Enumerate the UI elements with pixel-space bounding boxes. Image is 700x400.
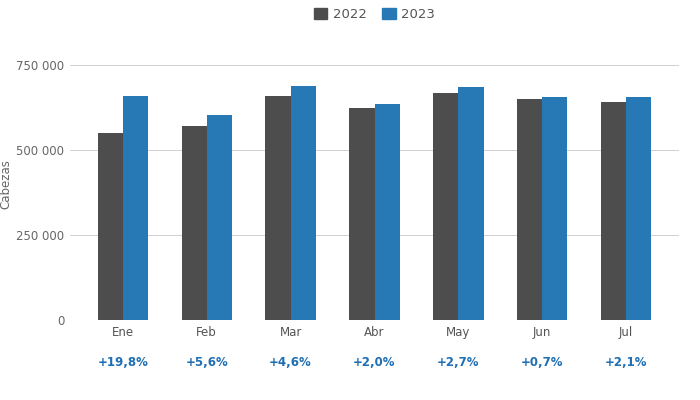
Text: +19,8%: +19,8% <box>97 356 148 369</box>
Bar <box>626 98 651 320</box>
Bar <box>98 133 122 320</box>
Bar <box>122 96 148 320</box>
Bar <box>601 102 626 320</box>
Bar <box>265 96 290 320</box>
Text: +0,7%: +0,7% <box>521 356 564 369</box>
Y-axis label: Cabezas: Cabezas <box>0 159 12 209</box>
Bar <box>542 97 568 320</box>
Bar <box>458 87 484 320</box>
Text: +4,6%: +4,6% <box>270 356 312 369</box>
Bar <box>349 108 375 320</box>
Bar <box>181 126 206 320</box>
Bar <box>374 104 400 320</box>
Bar <box>290 86 316 320</box>
Text: +2,1%: +2,1% <box>605 356 648 369</box>
Bar <box>206 115 232 320</box>
Text: +2,7%: +2,7% <box>437 356 480 369</box>
Legend: 2022, 2023: 2022, 2023 <box>314 8 435 21</box>
Bar <box>433 93 459 320</box>
Text: +5,6%: +5,6% <box>186 356 228 369</box>
Text: +2,0%: +2,0% <box>354 356 395 369</box>
Bar <box>517 99 542 320</box>
